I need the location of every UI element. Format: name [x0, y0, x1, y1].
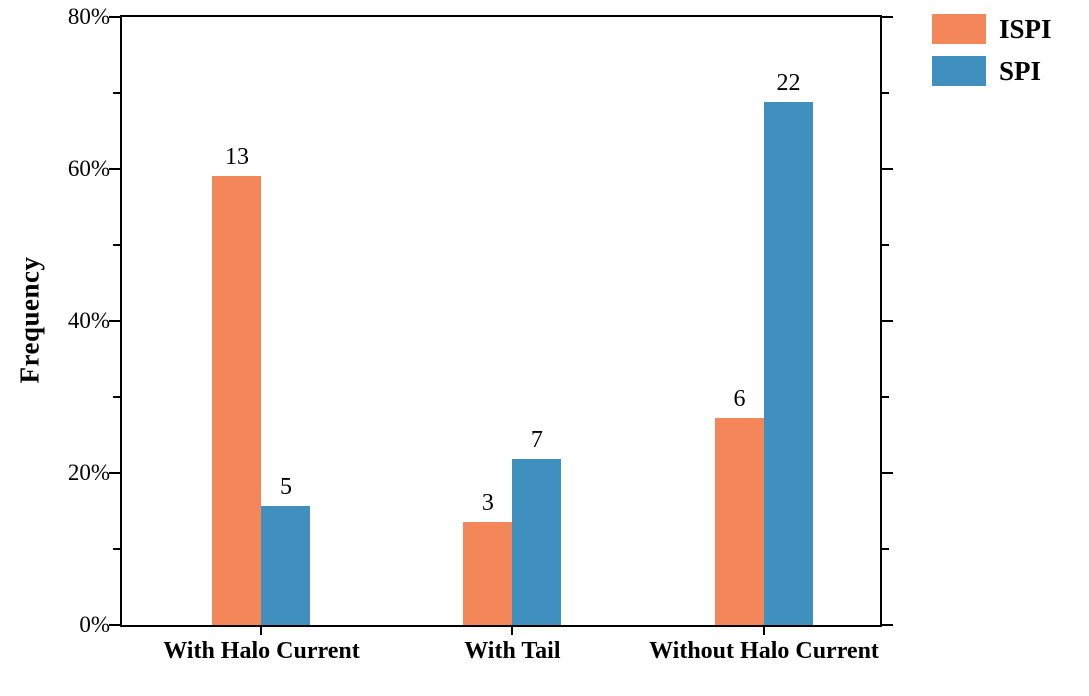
y-tick-left	[113, 396, 120, 398]
y-tick-right	[882, 624, 893, 626]
y-tick-label: 80%	[67, 4, 110, 29]
y-tick-left	[109, 320, 120, 322]
bar-spi: 7	[512, 427, 562, 625]
y-tick-left	[113, 548, 120, 550]
y-tick-label: 0%	[79, 612, 110, 637]
legend-label-spi: SPI	[999, 56, 1042, 86]
legend-swatch-spi	[932, 56, 986, 86]
x-category-label: With Halo Current	[163, 638, 360, 664]
y-tick-right	[882, 320, 893, 322]
x-category-label: Without Halo Current	[649, 638, 879, 664]
bar-value-label: 6	[733, 385, 746, 412]
plot-area: 13 5 3 7 6 22	[120, 15, 882, 627]
bar-value-label: 7	[530, 426, 543, 453]
y-tick-right	[882, 548, 889, 550]
y-tick-right	[882, 168, 893, 170]
legend-item-spi: SPI	[932, 56, 1052, 86]
y-tick-right	[882, 16, 893, 18]
y-tick-right	[882, 396, 889, 398]
y-tick-left	[109, 16, 120, 18]
bar-group: 6 22	[715, 70, 814, 625]
bar-group: 13 5	[212, 144, 311, 625]
y-tick-left	[113, 244, 120, 246]
x-tick	[511, 627, 514, 635]
y-tick-left	[109, 624, 120, 626]
legend: ISPI SPI	[932, 14, 1052, 86]
y-tick-label: 60%	[67, 156, 110, 181]
x-tick	[763, 627, 766, 635]
y-tick-left	[113, 92, 120, 94]
bar-value-label: 5	[279, 474, 292, 501]
bar-ispi: 13	[212, 144, 262, 625]
legend-swatch-ispi	[932, 14, 986, 44]
y-tick-left	[109, 472, 120, 474]
bar-spi: 22	[764, 70, 814, 625]
bar-spi: 5	[261, 474, 311, 625]
bar-value-label: 3	[481, 489, 494, 516]
bar-value-label: 22	[776, 70, 801, 97]
x-category-label: With Tail	[464, 638, 561, 664]
legend-item-ispi: ISPI	[932, 14, 1052, 44]
bar-ispi: 6	[715, 386, 765, 625]
x-tick	[260, 627, 263, 635]
y-tick-left	[109, 168, 120, 170]
bar-value-label: 13	[224, 143, 249, 170]
y-tick-label: 20%	[67, 460, 110, 485]
y-tick-right	[882, 244, 889, 246]
y-tick-right	[882, 92, 889, 94]
y-tick-right	[882, 472, 893, 474]
bar-ispi: 3	[463, 490, 513, 625]
legend-label-ispi: ISPI	[999, 14, 1052, 44]
y-tick-label: 40%	[67, 308, 110, 333]
